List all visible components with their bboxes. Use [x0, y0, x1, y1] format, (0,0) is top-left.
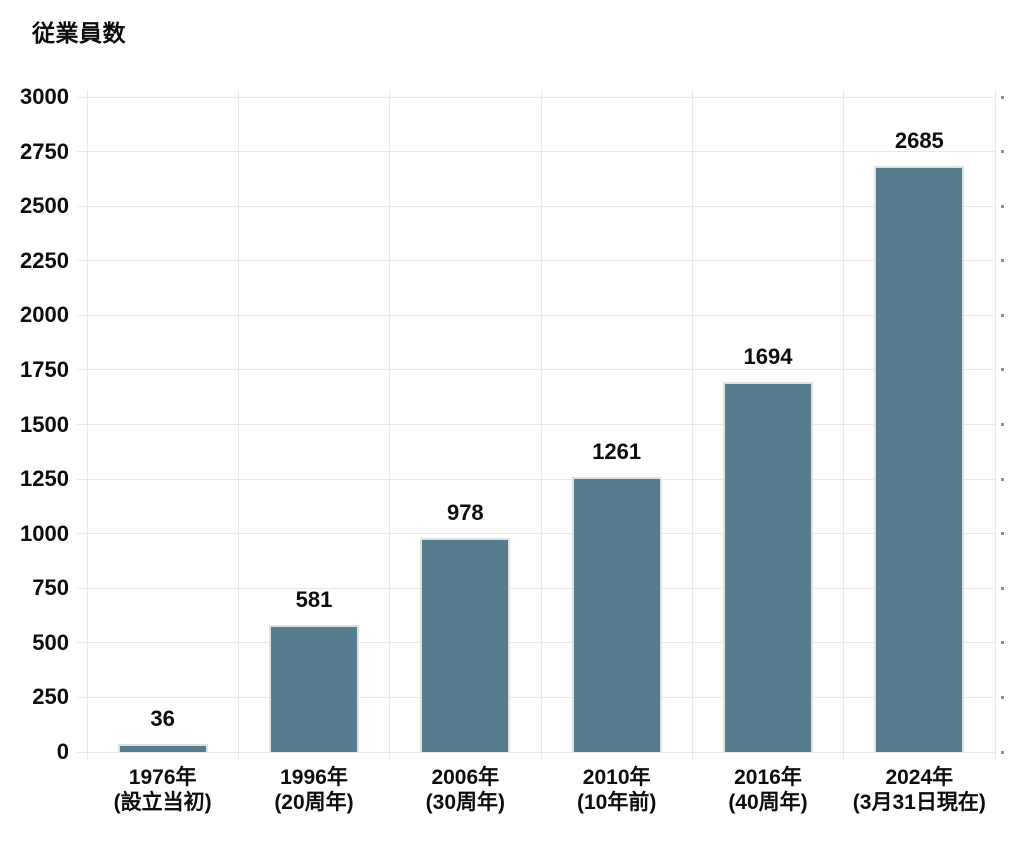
gridline-horizontal [77, 314, 995, 316]
bar [723, 382, 813, 752]
right-tick-dot [1001, 204, 1004, 208]
gridline-horizontal [77, 587, 995, 589]
y-tick-label: 2250 [20, 247, 69, 273]
y-tick-label: 1500 [20, 411, 69, 437]
bar-value-label: 1261 [592, 438, 642, 464]
gridline-horizontal [77, 260, 995, 262]
gridline-horizontal [77, 751, 995, 753]
gridline-horizontal [77, 478, 995, 480]
y-tick-label: 2750 [20, 138, 69, 164]
y-tick-label: 1750 [20, 356, 69, 382]
gridline-vertical [237, 90, 239, 760]
plot-area: 36 581 978 1261 1694 2685 [77, 90, 1004, 760]
y-tick-label: 0 [56, 739, 69, 764]
gridline-horizontal [77, 369, 995, 371]
y-tick-label: 250 [32, 684, 69, 710]
chart-title: 従業員数 [32, 20, 126, 46]
right-tick-dot [1001, 423, 1004, 426]
bar [117, 744, 208, 752]
bar-value-label: 1694 [743, 344, 793, 370]
right-tick-dot [1001, 532, 1004, 536]
right-tick-dot [1001, 313, 1004, 317]
gridline-vertical [540, 90, 542, 760]
gridline-vertical [389, 90, 391, 760]
x-category-label: 2006年 (30周年) [425, 766, 505, 814]
right-tick-dot [1001, 586, 1004, 590]
x-category-label: 1996年 (20周年) [274, 766, 354, 814]
y-tick-label: 750 [32, 575, 69, 601]
right-tick-dot [1001, 368, 1004, 372]
right-tick-dot [1001, 259, 1004, 263]
y-axis-tick-labels: 0 250 500 750 1000 1250 1500 1750 2000 2250 2500 27… [0, 84, 69, 764]
gridline-vertical [843, 90, 845, 760]
bar [269, 625, 359, 752]
gridline-vertical [691, 90, 693, 760]
right-tick-dot [1001, 95, 1004, 99]
bar-value-label: 2685 [894, 127, 944, 153]
right-tick-dot [1001, 695, 1004, 699]
bar-value-label: 36 [150, 706, 175, 732]
y-tick-label: 2000 [20, 302, 69, 328]
bar [874, 165, 965, 752]
gridline-horizontal [77, 205, 995, 207]
gridline-vertical [86, 90, 88, 760]
y-tick-label: 2500 [20, 193, 69, 219]
bar [571, 476, 662, 752]
gridline-horizontal [77, 424, 995, 425]
gridline-vertical [994, 90, 996, 760]
right-tick-dot [1001, 477, 1004, 481]
y-tick-label: 3000 [20, 84, 69, 109]
x-category-label: 2024年 (3月31日現在) [852, 766, 986, 814]
right-tick-dot [1001, 750, 1004, 754]
x-category-label: 2016年 (40周年) [728, 766, 808, 814]
right-tick-dot [1001, 150, 1004, 154]
gridline-horizontal [77, 96, 995, 98]
y-tick-label: 1250 [20, 466, 69, 492]
y-tick-label: 500 [32, 629, 69, 655]
x-axis-category-labels: 1976年 (設立当初) 1996年 (20周年) 2006年 (30周年) 2010… [87, 765, 995, 825]
bar-value-label: 581 [295, 587, 333, 613]
gridline-horizontal [77, 696, 995, 698]
bar-value-label: 978 [446, 500, 484, 526]
x-category-label: 2010年 (10年前) [576, 766, 657, 814]
bar [420, 538, 511, 752]
gridline-horizontal [77, 533, 995, 535]
gridline-horizontal [77, 151, 995, 153]
gridline-horizontal [77, 642, 995, 644]
right-tick-dot [1001, 641, 1004, 645]
y-tick-label: 1000 [20, 520, 69, 546]
x-category-label: 1976年 (設立当初) [113, 766, 212, 814]
